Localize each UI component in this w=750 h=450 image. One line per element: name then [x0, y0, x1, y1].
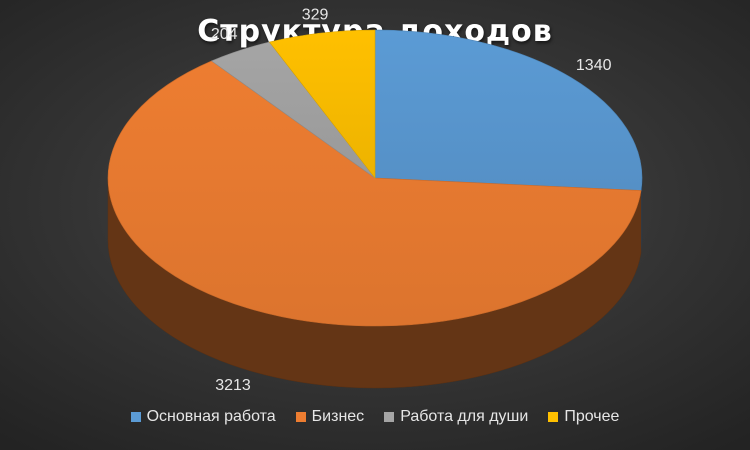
legend-swatch	[130, 412, 141, 422]
data-label-3: 204	[211, 26, 238, 43]
legend-item-3: Работа для души	[384, 408, 528, 426]
legend-item-1: Основная работа	[130, 408, 276, 426]
legend-item-2: Бизнес	[295, 408, 365, 426]
slice-4	[268, 29, 376, 179]
data-label-4: 329	[302, 7, 329, 24]
slice-2	[107, 60, 642, 327]
legend-label: Работа для души	[400, 408, 529, 425]
legend-swatch	[548, 412, 559, 422]
data-label-2: 3213	[215, 377, 251, 394]
legend-swatch	[295, 412, 306, 422]
slice-1	[374, 29, 643, 191]
legend-label: Бизнес	[311, 408, 365, 425]
legend-label: Прочее	[564, 408, 620, 425]
legend-label: Основная работа	[146, 408, 276, 425]
data-label-1: 1340	[576, 57, 612, 74]
legend-swatch	[384, 412, 395, 422]
legend: Основная работа Бизнес Работа для души Проч…	[0, 408, 750, 426]
legend-item-4: Прочее	[548, 408, 619, 426]
